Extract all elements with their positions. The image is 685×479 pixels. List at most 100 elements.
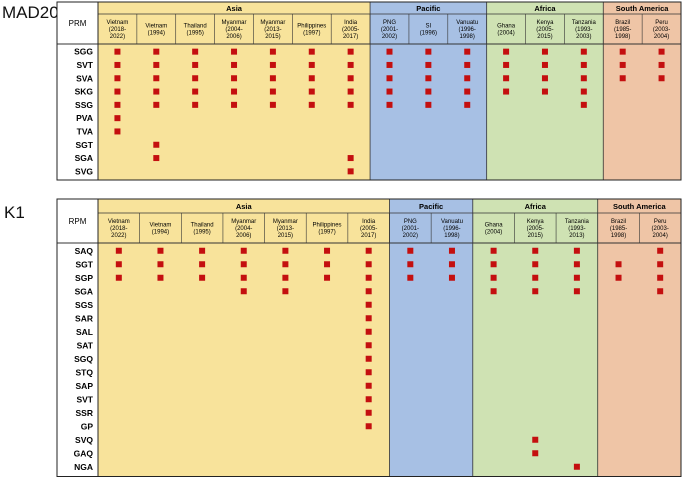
presence-marker — [231, 48, 238, 55]
presence-marker — [365, 247, 372, 254]
region-header-south_america: South America — [616, 4, 669, 13]
presence-marker — [269, 101, 276, 108]
column-header: Vietnam (1994) — [145, 24, 167, 37]
presence-marker — [269, 48, 276, 55]
column-header: Vanuatu (1996-1998) — [456, 20, 478, 40]
presence-marker — [365, 328, 372, 335]
presence-marker — [573, 288, 580, 295]
presence-marker — [115, 274, 122, 281]
presence-marker — [580, 48, 587, 55]
column-header: Vietnam (2018-2022) — [106, 20, 128, 40]
presence-marker — [114, 115, 121, 122]
presence-marker — [269, 61, 276, 68]
presence-marker — [365, 409, 372, 416]
presence-marker — [657, 247, 664, 254]
presence-marker — [532, 288, 539, 295]
presence-marker — [573, 274, 580, 281]
row-label: SGS — [75, 300, 93, 310]
presence-marker — [448, 274, 455, 281]
column-header: India (2005-2017) — [342, 20, 359, 40]
presence-marker — [365, 369, 372, 376]
column-header: PNG (2001-2002) — [402, 219, 419, 239]
presence-marker — [386, 88, 393, 95]
presence-marker — [153, 61, 160, 68]
presence-marker — [308, 75, 315, 82]
presence-marker — [308, 48, 315, 55]
corner-label: PRM — [69, 19, 87, 28]
presence-marker — [580, 61, 587, 68]
row-label: PVA — [76, 113, 93, 123]
presence-marker — [365, 382, 372, 389]
presence-marker — [573, 463, 580, 470]
row-label: GAQ — [74, 448, 94, 458]
row-label: SGQ — [74, 354, 93, 364]
presence-marker — [425, 61, 432, 68]
presence-marker — [240, 288, 247, 295]
row-label: SVA — [76, 73, 93, 83]
presence-marker — [114, 101, 121, 108]
presence-marker — [114, 61, 121, 68]
presence-marker — [347, 61, 354, 68]
presence-marker — [347, 155, 354, 162]
column-header: Brazil (1985-1998) — [610, 219, 627, 239]
presence-marker — [282, 261, 289, 268]
presence-marker — [658, 75, 665, 82]
presence-marker — [231, 88, 238, 95]
presence-marker — [657, 274, 664, 281]
presence-marker — [490, 288, 497, 295]
presence-marker — [425, 48, 432, 55]
presence-marker — [347, 88, 354, 95]
row-label: SGT — [76, 259, 94, 269]
presence-marker — [490, 247, 497, 254]
presence-marker — [240, 274, 247, 281]
presence-marker — [386, 61, 393, 68]
presence-marker — [114, 75, 121, 82]
presence-marker — [615, 274, 622, 281]
presence-marker — [503, 88, 510, 95]
presence-marker — [192, 75, 199, 82]
row-label: SSR — [76, 408, 93, 418]
region-background-africa — [472, 199, 598, 477]
presence-marker — [308, 61, 315, 68]
row-label: SSG — [75, 100, 93, 110]
presence-marker — [657, 288, 664, 295]
presence-marker — [503, 61, 510, 68]
table-border — [56, 198, 682, 477]
presence-marker — [503, 75, 510, 82]
presence-marker — [425, 75, 432, 82]
row-label: GP — [81, 421, 94, 431]
presence-marker — [199, 247, 206, 254]
presence-marker — [658, 61, 665, 68]
row-label: SAL — [76, 327, 93, 337]
presence-marker — [464, 61, 471, 68]
row-label: SGP — [75, 273, 93, 283]
presence-marker — [573, 247, 580, 254]
presence-marker — [347, 48, 354, 55]
region-header-africa: Africa — [534, 4, 556, 13]
presence-marker — [490, 274, 497, 281]
row-label: STQ — [76, 367, 94, 377]
presence-marker — [153, 101, 160, 108]
presence-marker — [192, 48, 199, 55]
table-title-mad20: MAD20 — [2, 3, 59, 22]
column-header: Peru (2003-2004) — [653, 20, 670, 40]
presence-marker — [464, 75, 471, 82]
column-header: Vietnam (1994) — [150, 223, 172, 236]
column-header: Ghana (2004) — [485, 223, 504, 236]
presence-marker — [464, 101, 471, 108]
presence-marker — [619, 48, 626, 55]
presence-marker — [347, 168, 354, 175]
presence-marker — [269, 88, 276, 95]
presence-marker — [407, 274, 414, 281]
table-title-k1: K1 — [4, 203, 25, 222]
presence-marker — [153, 75, 160, 82]
column-header: Thailand (1995) — [184, 24, 207, 37]
row-label: SVQ — [75, 435, 93, 445]
column-header: PNG (2001-2002) — [381, 20, 398, 40]
presence-marker — [425, 88, 432, 95]
column-header: SI (1996) — [420, 24, 437, 37]
presence-marker — [114, 48, 121, 55]
column-header: Ghana (2004) — [497, 24, 516, 37]
presence-marker — [282, 247, 289, 254]
